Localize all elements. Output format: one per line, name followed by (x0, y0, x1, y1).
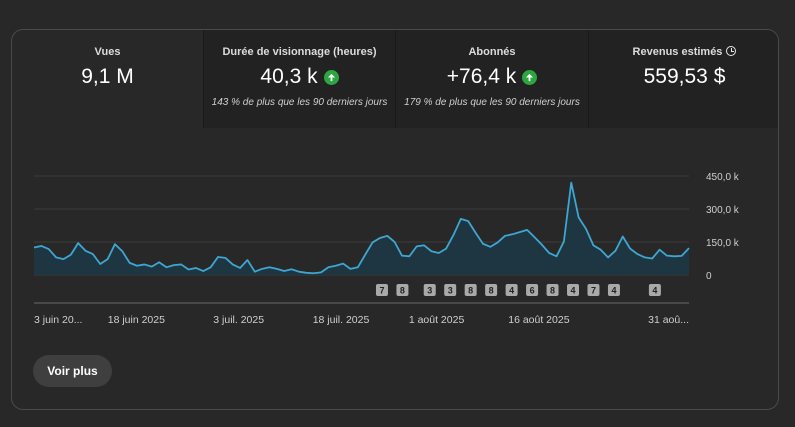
annotation-badge: 3 (444, 284, 457, 296)
annotation-badge: 6 (526, 284, 539, 296)
y-tick-label: 450,0 k (706, 172, 740, 183)
metric-value: +76,4 k (396, 64, 588, 90)
analytics-card: Vues 9,1 M Durée de visionnage (heures) … (11, 29, 779, 410)
annotation-badge: 7 (375, 284, 388, 296)
annotation-badge: 7 (587, 284, 600, 296)
x-tick-label: 1 août 2025 (409, 314, 465, 326)
metric-note: 179 % de plus que les 90 derniers jours (404, 97, 580, 108)
annotation-badge-label: 8 (550, 286, 555, 296)
metric-watch-time[interactable]: Durée de visionnage (heures) 40,3 k 143 … (204, 30, 396, 128)
metric-label-text: Revenus estimés (632, 46, 723, 58)
y-tick-label: 300,0 k (706, 205, 740, 216)
metric-value-text: +76,4 k (446, 65, 517, 88)
annotation-badge-box (444, 284, 457, 296)
annotation-badge-box (587, 284, 600, 296)
x-tick-label: 18 juin 2025 (108, 314, 165, 326)
annotation-badge-box (505, 284, 518, 296)
trend-up-icon (522, 69, 538, 85)
annotation-badge-box (375, 284, 388, 296)
metric-note: 143 % de plus que les 90 derniers jours (211, 97, 388, 108)
y-tick-label: 0 (706, 271, 712, 282)
annotation-badge-label: 4 (611, 286, 616, 296)
metric-label: Vues (94, 46, 121, 58)
metric-subscribers[interactable]: Abonnés +76,4 k 179 % de plus que les 90… (396, 30, 589, 128)
series-area (34, 182, 689, 275)
see-more-button[interactable]: Voir plus (33, 355, 112, 387)
metric-label: Revenus estimés (589, 46, 778, 58)
annotation-badge-label: 4 (652, 286, 657, 296)
metric-label: Durée de visionnage (heures) (222, 46, 377, 58)
y-tick-label: 150,0 k (706, 238, 740, 249)
x-tick-label: 3 juin 20... (34, 314, 82, 326)
annotation-badge-box (567, 284, 580, 296)
annotation-badge-box (464, 284, 477, 296)
annotation-badge-box (396, 284, 409, 296)
trend-up-icon (323, 69, 339, 85)
x-tick-label: 3 juil. 2025 (213, 314, 264, 326)
annotation-badge-label: 7 (591, 286, 596, 296)
metric-value: 559,53 $ (589, 64, 778, 90)
annotation-badge-label: 4 (571, 286, 576, 296)
annotation-badge-label: 7 (379, 286, 384, 296)
metric-label: Abonnés (468, 46, 516, 58)
annotation-badge-box (648, 284, 661, 296)
annotation-badge: 8 (546, 284, 559, 296)
annotation-badge: 4 (648, 284, 661, 296)
annotation-badge: 8 (464, 284, 477, 296)
annotation-badge-label: 4 (509, 286, 514, 296)
metric-value-text: 559,53 $ (643, 65, 726, 88)
metric-value: 40,3 k (204, 64, 395, 90)
annotation-badge: 4 (505, 284, 518, 296)
annotation-badge: 3 (423, 284, 436, 296)
metric-value-text: 9,1 M (81, 65, 134, 88)
series-line (33, 181, 690, 275)
annotation-badge-label: 8 (468, 286, 473, 296)
annotation-badge: 8 (485, 284, 498, 296)
annotation-badge: 8 (396, 284, 409, 296)
views-area-chart[interactable]: 0 150,0 k 300,0 k 450,0 k 3 juin 20... 18 ju… (12, 30, 779, 340)
x-tick-label: 31 aoû... (648, 314, 689, 326)
annotation-badge: 4 (607, 284, 620, 296)
annotation-badge-box (485, 284, 498, 296)
annotation-badge-label: 6 (530, 286, 535, 296)
annotation-badge-label: 8 (400, 286, 405, 296)
metric-revenue[interactable]: Revenus estimés 559,53 $ (589, 30, 778, 128)
annotation-badge-box (546, 284, 559, 296)
annotation-badge-label: 3 (427, 286, 432, 296)
clock-icon[interactable] (726, 46, 737, 56)
annotation-badge: 4 (567, 284, 580, 296)
metric-views[interactable]: Vues 9,1 M (12, 30, 204, 128)
annotation-badge-box (526, 284, 539, 296)
annotation-badge-label: 8 (489, 286, 494, 296)
metric-value: 9,1 M (12, 64, 203, 90)
x-tick-label: 16 août 2025 (508, 314, 569, 326)
metric-value-text: 40,3 k (260, 65, 318, 88)
x-tick-label: 18 juil. 2025 (313, 314, 370, 326)
annotation-badge-box (423, 284, 436, 296)
annotation-badge-box (607, 284, 620, 296)
annotation-badge-label: 3 (448, 286, 453, 296)
metrics-row: Vues 9,1 M Durée de visionnage (heures) … (12, 30, 778, 128)
